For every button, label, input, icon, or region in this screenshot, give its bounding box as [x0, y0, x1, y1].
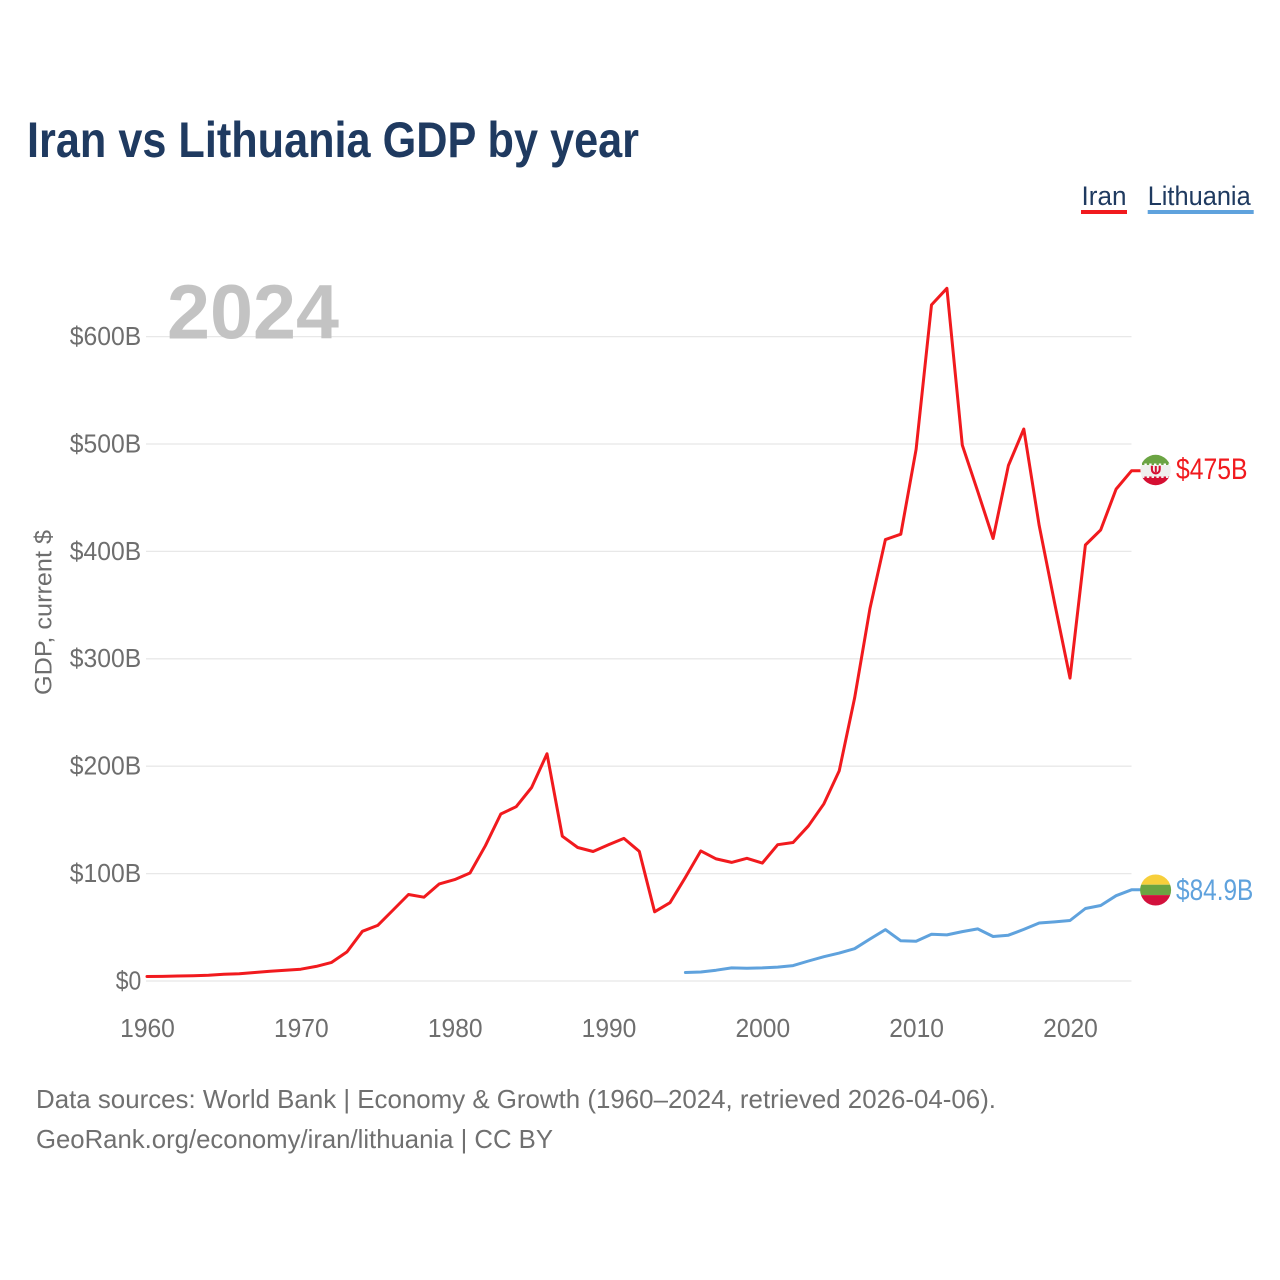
svg-text:2024: 2024: [167, 270, 339, 356]
svg-text:$100B: $100B: [70, 858, 141, 888]
svg-text:1990: 1990: [582, 1013, 637, 1043]
svg-text:Lithuania: Lithuania: [1148, 181, 1252, 211]
svg-text:1960: 1960: [120, 1013, 175, 1043]
svg-text:$475B: $475B: [1176, 453, 1248, 486]
svg-text:2010: 2010: [889, 1013, 944, 1043]
svg-text:Iran: Iran: [1082, 181, 1127, 211]
svg-text:2020: 2020: [1043, 1013, 1098, 1043]
svg-text:2000: 2000: [735, 1013, 790, 1043]
svg-text:1980: 1980: [428, 1013, 483, 1043]
svg-text:$0: $0: [116, 965, 142, 995]
svg-text:$300B: $300B: [70, 643, 141, 673]
svg-text:GeoRank.org/economy/iran/lithu: GeoRank.org/economy/iran/lithuania | CC …: [36, 1124, 553, 1154]
svg-text:$500B: $500B: [70, 428, 141, 458]
svg-text:$200B: $200B: [70, 751, 141, 781]
svg-text:$84.9B: $84.9B: [1176, 874, 1253, 907]
svg-text:Data sources: World Bank | Eco: Data sources: World Bank | Economy & Gro…: [36, 1084, 996, 1114]
svg-text:Iran vs Lithuania GDP by year: Iran vs Lithuania GDP by year: [27, 112, 639, 168]
svg-text:$600B: $600B: [70, 321, 141, 351]
svg-text:1970: 1970: [274, 1013, 329, 1043]
svg-text:$400B: $400B: [70, 536, 141, 566]
svg-text:GDP, current $: GDP, current $: [31, 530, 58, 695]
